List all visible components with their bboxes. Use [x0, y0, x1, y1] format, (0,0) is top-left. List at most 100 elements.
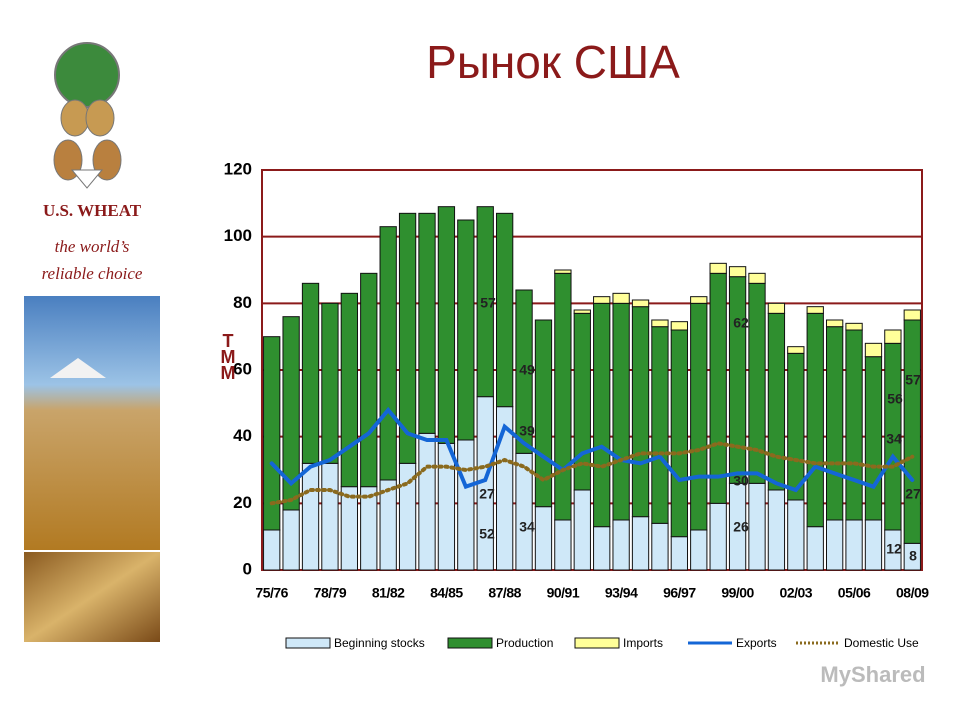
bar-segment: [360, 486, 378, 571]
bar-segment: [418, 212, 436, 434]
bar-segment: [670, 536, 689, 571]
legend-swatch: [285, 637, 331, 649]
bar-segment: [457, 439, 475, 571]
y-axis-label: Т: [223, 331, 234, 351]
bar-segment: [301, 462, 320, 571]
bar-segment: [593, 302, 611, 528]
bar-segment: [884, 329, 902, 344]
bar-segment: [845, 329, 863, 521]
bar-segment: [282, 509, 300, 571]
bar-segment: [398, 212, 417, 464]
bar-segment: [864, 342, 883, 358]
data-label: 12: [886, 541, 902, 557]
bar-segment: [690, 296, 708, 304]
x-tick-label: 90/91: [547, 585, 580, 601]
bar-segment: [748, 482, 766, 571]
bar-segment: [670, 321, 689, 331]
bar-segment: [709, 272, 727, 504]
data-label: 52: [479, 526, 495, 542]
y-tick-label: 40: [233, 426, 252, 445]
data-label: 39: [519, 423, 535, 439]
bar-segment: [787, 352, 805, 501]
bar-segment: [767, 489, 786, 571]
legend-label: Exports: [736, 636, 777, 650]
legend-label: Beginning stocks: [334, 636, 425, 650]
data-label: 27: [905, 486, 921, 502]
watermark: MyShared: [820, 662, 925, 687]
bar-segment: [767, 302, 786, 314]
bar-segment: [321, 462, 339, 571]
bar-segment: [690, 302, 708, 531]
bar-segment: [534, 506, 553, 571]
bar-segment: [787, 346, 805, 354]
bar-segment: [515, 289, 533, 454]
bar-segment: [631, 299, 650, 308]
bar-segment: [418, 432, 436, 571]
data-label: 30: [733, 473, 749, 489]
y-tick-label: 100: [224, 226, 252, 245]
bar-segment: [340, 486, 359, 571]
bar-segment: [593, 526, 611, 571]
bar-segment: [767, 312, 786, 491]
bar-segment: [321, 302, 339, 464]
data-label: 62: [733, 315, 749, 331]
data-label: 49: [519, 362, 535, 378]
data-label: 34: [519, 519, 535, 535]
bar-segment: [670, 329, 689, 538]
y-tick-label: 80: [233, 293, 252, 312]
bar-segment: [573, 489, 591, 571]
bar-segment: [495, 212, 514, 408]
bar-segment: [476, 206, 494, 398]
data-label: 8: [909, 548, 917, 564]
bar-segment: [457, 219, 475, 441]
line: [269, 406, 915, 493]
y-axis-label: М: [221, 363, 236, 383]
bar-segment: [631, 516, 650, 571]
bar-segment: [709, 502, 727, 571]
bar-segment: [437, 206, 456, 444]
photo-field: [24, 296, 160, 550]
data-label: 57: [480, 295, 496, 311]
photo-grain: [24, 552, 160, 642]
x-tick-label: 96/97: [663, 585, 696, 601]
x-tick-label: 99/00: [721, 585, 754, 601]
bar-segment: [263, 336, 281, 531]
bar-segment: [748, 272, 766, 284]
tagline: the world’s: [55, 237, 130, 256]
bar-segment: [651, 522, 669, 571]
bar-segment: [554, 519, 572, 571]
x-tick-label: 87/88: [488, 585, 521, 601]
data-label: 57: [905, 372, 921, 388]
bar-segment: [845, 519, 863, 571]
x-tick-label: 93/94: [605, 585, 638, 601]
bar-segment: [301, 282, 320, 464]
line: [269, 441, 915, 506]
legend-label: Imports: [623, 636, 663, 650]
bar-segment: [612, 292, 630, 304]
y-tick-label: 20: [233, 493, 252, 512]
y-axis-label: М: [221, 347, 236, 367]
bar-segment: [690, 529, 708, 571]
x-tick-label: 75/76: [255, 585, 288, 601]
legend-label: Domestic Use: [844, 636, 919, 650]
bar-segment: [903, 309, 921, 321]
bar-segment: [825, 326, 844, 521]
x-tick-label: 05/06: [838, 585, 871, 601]
bar-segment: [845, 322, 863, 331]
data-label: 26: [733, 519, 749, 535]
photo-mountain: [50, 358, 106, 378]
bar-segment: [903, 319, 921, 544]
bar-segment: [631, 306, 650, 518]
bar-segment: [282, 316, 300, 511]
y-tick-label: 120: [224, 159, 252, 178]
bar-segment: [825, 319, 844, 328]
bar-segment: [651, 319, 669, 328]
bar-segment: [554, 272, 572, 521]
x-tick-label: 02/03: [780, 585, 813, 601]
bar-segment: [573, 309, 591, 314]
legend-swatch: [447, 637, 493, 649]
bar-segment: [728, 266, 747, 278]
bar-segment: [864, 356, 883, 521]
x-tick-label: 81/82: [372, 585, 405, 601]
